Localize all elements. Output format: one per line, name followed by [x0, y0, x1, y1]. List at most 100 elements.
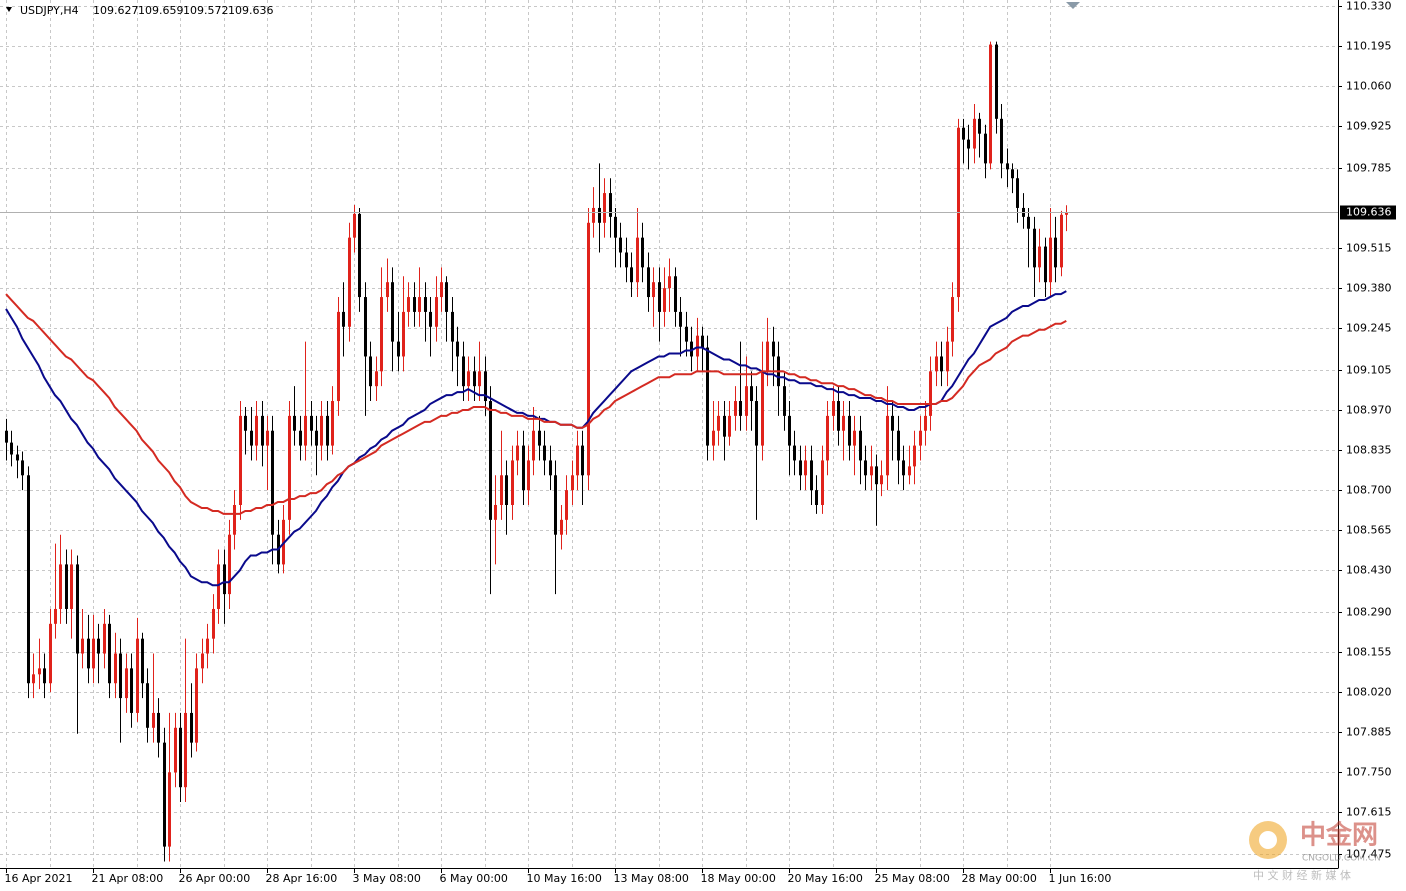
candle-body [576, 445, 579, 476]
candle-body [880, 475, 883, 485]
candle-body [630, 267, 633, 283]
candle-body [81, 638, 84, 654]
x-tick-label: 25 May 08:00 [875, 872, 950, 885]
candle-body [935, 356, 938, 372]
candle-body [532, 430, 535, 461]
candle-body [886, 415, 889, 476]
x-tick-label: 10 May 16:00 [527, 872, 602, 885]
candle-body [658, 282, 661, 312]
candle-body [125, 668, 128, 699]
candle-body [940, 356, 943, 372]
plot [0, 41, 1338, 862]
candle-body [984, 133, 987, 164]
candle-body [397, 341, 400, 357]
candle-body [853, 430, 856, 446]
candle-body [304, 415, 307, 446]
y-tick-label: 108.835 [1346, 444, 1392, 457]
candle-body [641, 237, 644, 268]
candle-body [440, 282, 443, 298]
watermark-site: CNGOLD.COM.CN [1302, 854, 1381, 864]
y-tick-label: 108.155 [1346, 646, 1392, 659]
candle-body [522, 445, 525, 491]
candle-body [832, 401, 835, 416]
x-tick-label: 6 May 00:00 [440, 872, 508, 885]
candle-body [413, 297, 416, 312]
candle-body [5, 430, 8, 443]
x-tick-label: 26 Apr 00:00 [179, 872, 251, 885]
candle-body [973, 118, 976, 149]
candle-body [402, 311, 405, 357]
candle-body [913, 445, 916, 467]
y-tick-label: 107.750 [1346, 766, 1392, 779]
candle-body [456, 341, 459, 357]
candle-body [315, 430, 318, 446]
candle-body [581, 445, 584, 476]
candle-body [435, 297, 438, 327]
candle-body [788, 415, 791, 446]
ohlc-close: 109.636 [228, 4, 274, 17]
candle-body [87, 638, 90, 669]
candle-body [799, 460, 802, 476]
x-tick-label: 3 May 08:00 [353, 872, 421, 885]
x-tick-label: 21 Apr 08:00 [92, 872, 164, 885]
candle-body [16, 454, 19, 461]
y-tick-label: 109.105 [1346, 364, 1392, 377]
candle-body [244, 415, 247, 431]
candle-body [38, 668, 41, 675]
y-tick-label: 108.430 [1346, 564, 1392, 577]
candle-body [375, 371, 378, 387]
x-tick-label: 1 Jun 16:00 [1049, 872, 1112, 885]
candle-body [554, 475, 557, 535]
y-tick-label: 108.700 [1346, 484, 1392, 497]
candle-body [766, 341, 769, 372]
candle-body [195, 668, 198, 743]
candle-body [538, 430, 541, 446]
candle-body [891, 415, 894, 431]
candle-body [337, 311, 340, 402]
candle-body [407, 297, 410, 312]
candle-body [473, 371, 476, 387]
candle-body [1044, 246, 1047, 283]
candle-body [690, 341, 693, 357]
candle-body [761, 371, 764, 446]
candle-body [293, 415, 296, 431]
candle-body [358, 213, 361, 298]
candle-body [902, 460, 905, 476]
candle-body [299, 430, 302, 446]
candle-body [70, 564, 73, 609]
candle-body [924, 415, 927, 431]
candle-body [484, 371, 487, 402]
candle-body [929, 371, 932, 416]
candle-body [190, 712, 193, 743]
moving-average-line [5, 290, 1067, 587]
candle-body [49, 623, 52, 684]
y-tick-label: 109.785 [1346, 162, 1392, 175]
candle-body [478, 371, 481, 387]
candle-body [978, 118, 981, 134]
candle-body [967, 139, 970, 149]
candle-body [549, 460, 552, 476]
candle-body [565, 490, 568, 520]
candle-body [609, 193, 612, 217]
candle-body [97, 638, 100, 654]
candle-body [27, 475, 30, 684]
candle-body [342, 311, 345, 327]
moving-average-line [5, 293, 1067, 515]
candle-body [250, 430, 253, 446]
menu-triangle[interactable] [6, 7, 12, 12]
x-tick-label: 13 May 08:00 [614, 872, 689, 885]
candle-body [489, 401, 492, 520]
candle-body [353, 213, 356, 238]
candle-body [625, 252, 628, 268]
candle-body [1049, 237, 1052, 283]
candle-body [1027, 216, 1030, 229]
candle-body [157, 712, 160, 743]
candle-body [391, 282, 394, 342]
ohlc-low: 109.572 [183, 4, 229, 17]
y-tick-label: 109.925 [1346, 120, 1392, 133]
candle-body [201, 653, 204, 669]
candle-body [859, 430, 862, 461]
candle-body [870, 466, 873, 476]
candle-body [429, 311, 432, 327]
